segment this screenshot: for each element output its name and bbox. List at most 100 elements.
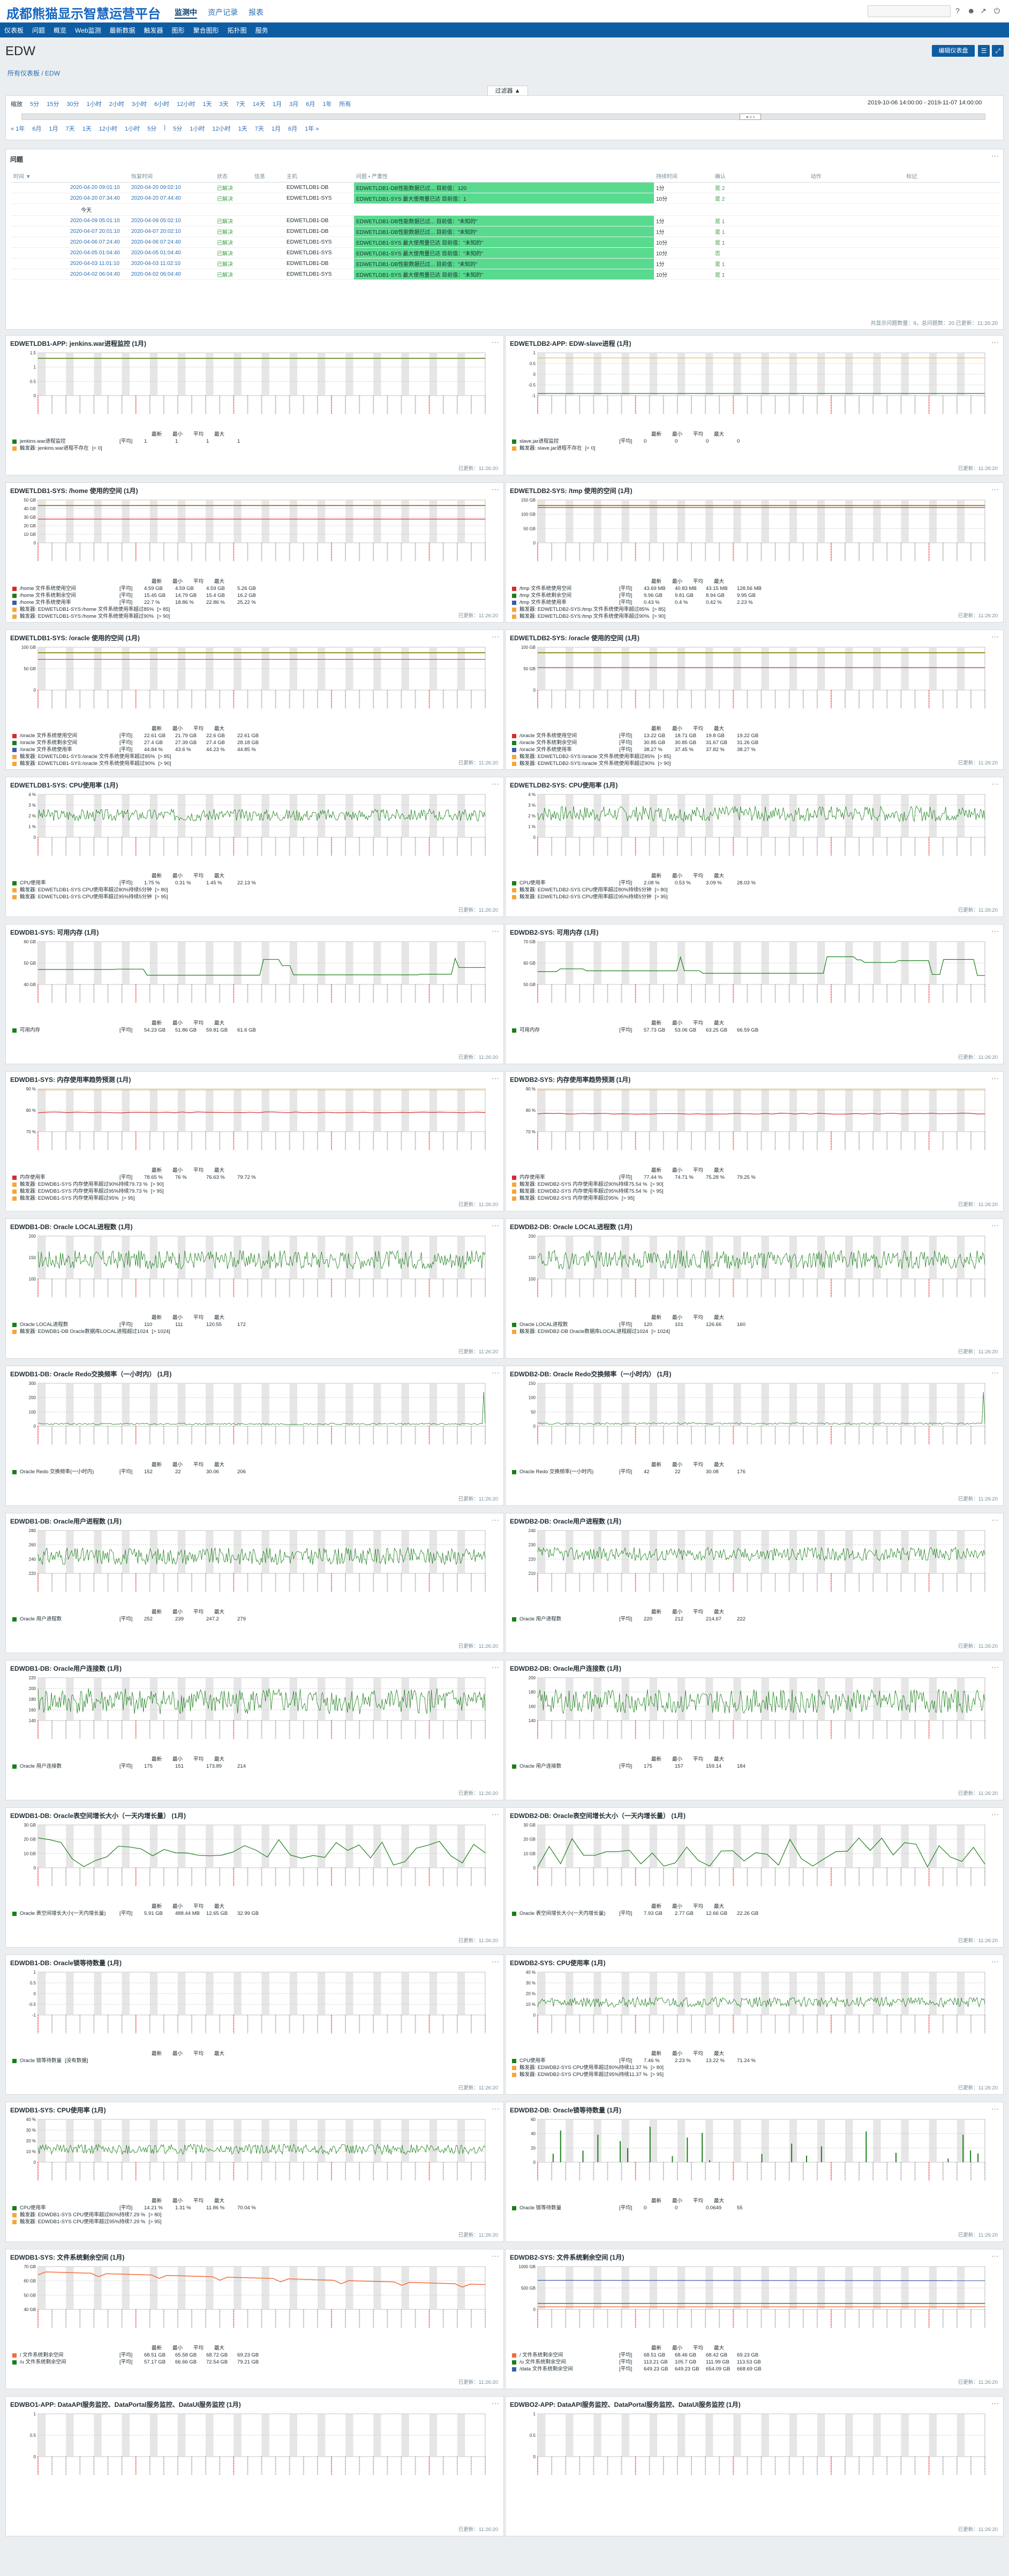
graph-plot[interactable]: 1 0.5 0 -0.5 -1 bbox=[11, 1969, 496, 2049]
recovery-time[interactable]: 2020-04-05 01:04:40 bbox=[129, 247, 215, 259]
problem-time[interactable]: 2020-04-09 05:01:10 bbox=[11, 215, 129, 226]
widget-menu-icon[interactable]: ⋯ bbox=[991, 1957, 999, 1966]
shift-option[interactable]: 1小时 bbox=[190, 126, 205, 132]
ack-link[interactable]: 是 1 bbox=[713, 237, 809, 248]
host-link[interactable]: EDWETLDB1-SYS bbox=[284, 193, 354, 204]
ack-link[interactable]: 是 1 bbox=[713, 226, 809, 237]
shift-option[interactable]: 7天 bbox=[65, 126, 75, 132]
graph-plot[interactable]: 70 GB 60 GB 50 GB bbox=[511, 938, 996, 1019]
widget-menu-icon[interactable]: ⋯ bbox=[991, 1516, 999, 1524]
problem-description[interactable]: EDWETLDB1-SYS 最大使用量已达 目前值：1 bbox=[354, 193, 654, 204]
shift-option[interactable]: 5分 bbox=[173, 126, 183, 132]
fullscreen-button[interactable]: ⤢ bbox=[992, 45, 1004, 57]
zoom-option[interactable]: 14天 bbox=[252, 101, 265, 108]
widget-menu-icon[interactable]: ⋯ bbox=[492, 927, 499, 935]
problem-description[interactable]: EDWETLDB1-DB性能数据已过... 目前值："未知的" bbox=[354, 258, 654, 269]
host-link[interactable]: EDWETLDB1-DB bbox=[284, 182, 354, 193]
filter-tab[interactable]: 过滤器 ▲ bbox=[487, 86, 528, 96]
menu-reports[interactable]: 报表 bbox=[249, 8, 263, 17]
problem-description[interactable]: EDWETLDB1-SYS 最大使用量已达 目前值："未知的" bbox=[354, 247, 654, 259]
ack-link[interactable]: 是 2 bbox=[713, 182, 809, 193]
graph-plot[interactable]: 150 GB 100 GB 50 GB 0 bbox=[511, 497, 996, 577]
problem-time[interactable]: 2020-04-07 20:01:10 bbox=[11, 226, 129, 237]
shift-back-year[interactable]: « 1年 bbox=[11, 126, 25, 132]
zoom-option[interactable]: 1小时 bbox=[86, 101, 102, 108]
widget-menu-icon[interactable]: ⋯ bbox=[991, 151, 999, 160]
column-header[interactable]: 持续时间 bbox=[654, 170, 713, 183]
graph-plot[interactable]: 30 GB 20 GB 10 GB 0 bbox=[11, 1822, 496, 1902]
graph-plot[interactable]: 10.50 bbox=[11, 2411, 496, 2491]
shift-option[interactable]: 1月 bbox=[49, 126, 58, 132]
shift-option[interactable]: 12小时 bbox=[99, 126, 118, 132]
problem-time[interactable]: 2020-04-20 07:34:40 bbox=[11, 193, 129, 204]
recovery-time[interactable]: 2020-04-03 11:02:10 bbox=[129, 258, 215, 269]
problem-time[interactable]: 2020-04-20 09:01:10 bbox=[11, 182, 129, 193]
zoom-option[interactable]: 30分 bbox=[66, 101, 79, 108]
host-link[interactable]: EDWETLDB1-SYS bbox=[284, 269, 354, 280]
widget-menu-icon[interactable]: ⋯ bbox=[991, 485, 999, 494]
zoom-option[interactable]: 1月 bbox=[273, 101, 282, 108]
user-icon[interactable]: ☻ bbox=[967, 6, 975, 15]
graph-plot[interactable]: 100 GB 50 GB 0 bbox=[511, 644, 996, 724]
problem-description[interactable]: EDWETLDB1-DB性能数据已过... 目前值："未知的" bbox=[354, 226, 654, 237]
problem-time[interactable]: 2020-04-05 01:04:40 bbox=[11, 247, 129, 259]
subnav-item-9[interactable]: 服务 bbox=[255, 26, 268, 34]
ack-link[interactable]: 否 bbox=[713, 247, 809, 259]
zoom-option[interactable]: 3小时 bbox=[131, 101, 147, 108]
host-link[interactable]: EDWETLDB1-DB bbox=[284, 215, 354, 226]
ack-link[interactable]: 是 2 bbox=[713, 193, 809, 204]
column-header[interactable]: 动作 bbox=[808, 170, 905, 183]
graph-plot[interactable]: 10.50 bbox=[511, 2411, 996, 2491]
shift-option[interactable]: 6月 bbox=[288, 126, 298, 132]
time-slider[interactable]: « ‹ › bbox=[21, 113, 985, 120]
graph-plot[interactable]: 200 150 100 bbox=[11, 1233, 496, 1313]
widget-menu-icon[interactable]: ⋯ bbox=[492, 779, 499, 788]
help-icon[interactable]: ? bbox=[955, 6, 960, 15]
app-logo[interactable]: 成都熊猫显示智慧运营平台 bbox=[6, 7, 161, 21]
subnav-item-4[interactable]: 最新数据 bbox=[109, 26, 135, 34]
host-link[interactable]: EDWETLDB1-DB bbox=[284, 258, 354, 269]
widget-menu-icon[interactable]: ⋯ bbox=[991, 779, 999, 788]
widget-menu-icon[interactable]: ⋯ bbox=[492, 1810, 499, 1819]
shift-option[interactable]: 1月 bbox=[271, 126, 281, 132]
shift-option[interactable]: 1天 bbox=[238, 126, 247, 132]
zoom-option[interactable]: 6月 bbox=[306, 101, 315, 108]
widget-menu-icon[interactable]: ⋯ bbox=[492, 1957, 499, 1966]
zoom-option[interactable]: 6小时 bbox=[154, 101, 170, 108]
widget-menu-icon[interactable]: ⋯ bbox=[991, 1221, 999, 1230]
share-icon[interactable]: ↗ bbox=[980, 6, 987, 15]
graph-plot[interactable]: 200 180 160 140 bbox=[511, 1675, 996, 1755]
zoom-option[interactable]: 所有 bbox=[339, 101, 351, 108]
breadcrumb-all-dashboards[interactable]: 所有仪表板 bbox=[7, 70, 40, 77]
widget-menu-icon[interactable]: ⋯ bbox=[492, 2104, 499, 2113]
shift-option[interactable]: 12小时 bbox=[212, 126, 231, 132]
problem-time[interactable]: 2020-04-02 06:04:40 bbox=[11, 269, 129, 280]
problem-description[interactable]: EDWETLDB1-SYS 最大使用量已达 目前值："未知的" bbox=[354, 269, 654, 280]
graph-plot[interactable]: 90 % 80 % 70 % bbox=[511, 1086, 996, 1166]
problem-description[interactable]: EDWETLDB1-DB性能数据已过... 目前值：120 bbox=[354, 182, 654, 193]
dashboard-menu-button[interactable]: ☰ bbox=[978, 45, 990, 57]
recovery-time[interactable]: 2020-04-09 05:02:10 bbox=[129, 215, 215, 226]
graph-plot[interactable]: 280 260 240 220 bbox=[11, 1527, 496, 1608]
shift-option[interactable]: 7天 bbox=[254, 126, 264, 132]
shift-option[interactable]: 1小时 bbox=[125, 126, 140, 132]
recovery-time[interactable]: 2020-04-02 06:04:40 bbox=[129, 269, 215, 280]
widget-menu-icon[interactable]: ⋯ bbox=[492, 1074, 499, 1082]
graph-plot[interactable]: 200 150 100 bbox=[511, 1233, 996, 1313]
zoom-option[interactable]: 15分 bbox=[47, 101, 59, 108]
zoom-option[interactable]: 7天 bbox=[236, 101, 245, 108]
subnav-item-6[interactable]: 图形 bbox=[171, 26, 185, 34]
zoom-option[interactable]: 1天 bbox=[202, 101, 212, 108]
graph-plot[interactable]: 100 GB 50 GB 0 bbox=[11, 644, 496, 724]
ack-link[interactable]: 是 1 bbox=[713, 215, 809, 226]
column-header[interactable]: 时间 ▼ bbox=[11, 170, 129, 183]
graph-plot[interactable]: 40 % 30 % 20 % 10 % 0 bbox=[11, 2116, 496, 2196]
shift-option[interactable]: 6月 bbox=[32, 126, 42, 132]
widget-menu-icon[interactable]: ⋯ bbox=[492, 485, 499, 494]
column-header[interactable]: 状态 bbox=[215, 170, 252, 183]
widget-menu-icon[interactable]: ⋯ bbox=[492, 632, 499, 641]
widget-menu-icon[interactable]: ⋯ bbox=[991, 1074, 999, 1082]
subnav-item-5[interactable]: 触发器 bbox=[144, 26, 163, 34]
widget-menu-icon[interactable]: ⋯ bbox=[492, 1368, 499, 1377]
graph-plot[interactable]: 70 GB 60 GB 50 GB 40 GB bbox=[11, 2263, 496, 2344]
